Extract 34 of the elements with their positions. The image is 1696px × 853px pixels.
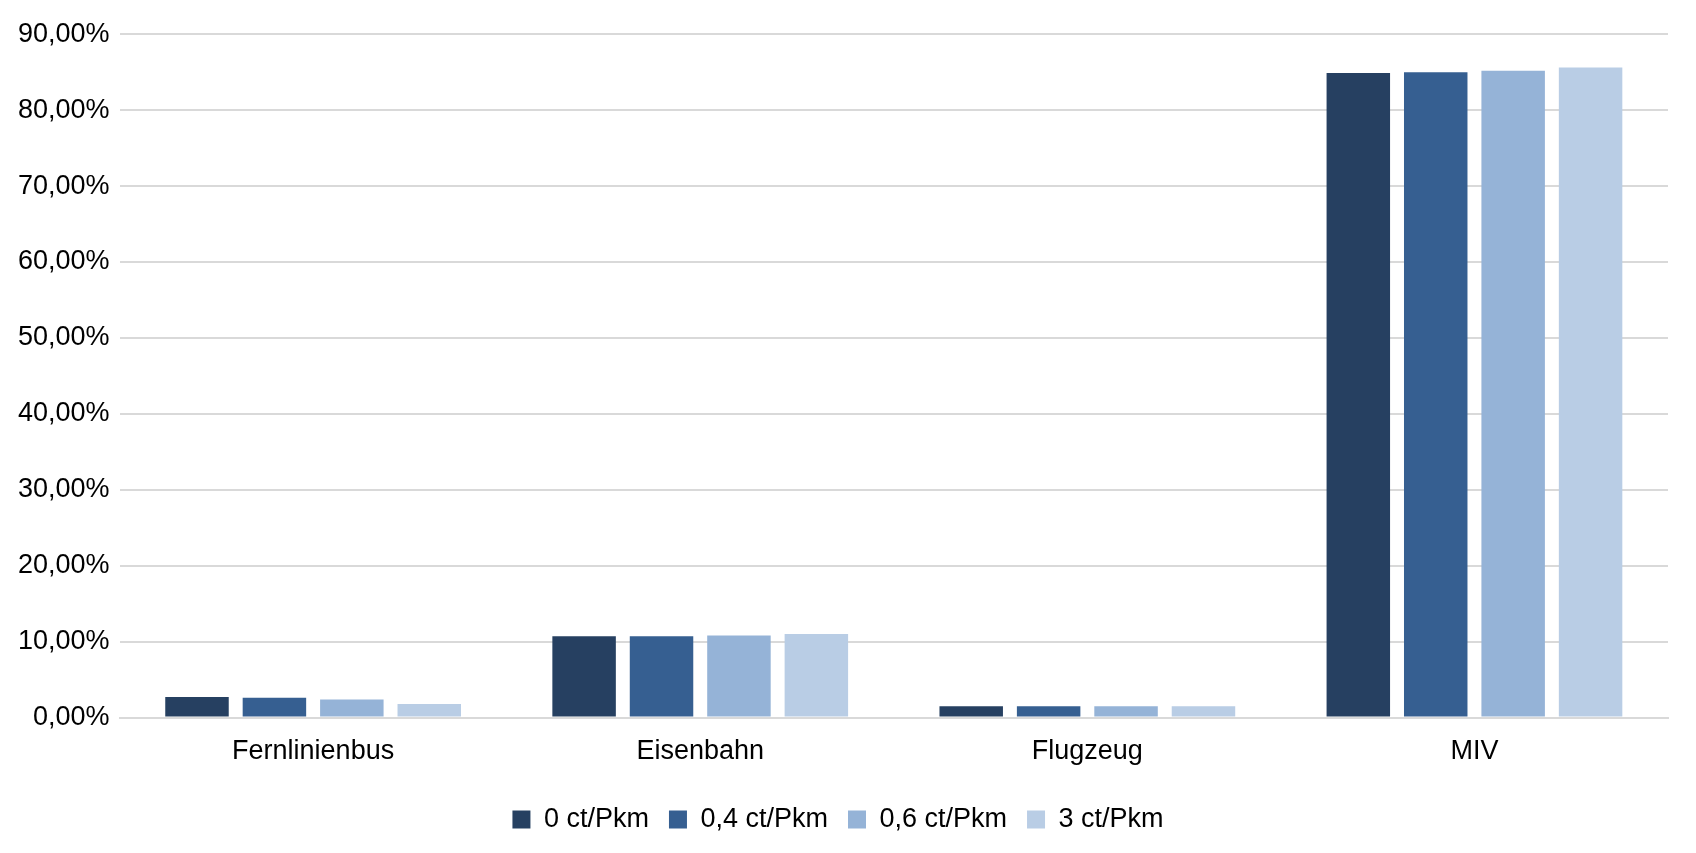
bar	[242, 697, 307, 717]
legend-label: 3 ct/Pkm	[1058, 802, 1164, 833]
y-tick-label: 20,00%	[18, 549, 110, 580]
x-tick-label: MIV	[1450, 735, 1499, 766]
bar	[784, 634, 849, 717]
y-tick-label: 10,00%	[18, 625, 110, 656]
bar	[1171, 706, 1236, 717]
y-tick-label: 50,00%	[18, 321, 110, 352]
bar	[165, 697, 229, 717]
y-tick-label: 70,00%	[18, 169, 110, 200]
bar	[1481, 70, 1545, 717]
bar	[397, 703, 461, 717]
y-tick-label: 80,00%	[18, 93, 110, 124]
x-tick-label: Flugzeug	[1031, 735, 1143, 766]
legend-label: 0,4 ct/Pkm	[700, 802, 829, 833]
bar	[1326, 72, 1391, 717]
y-tick-label: 0,00%	[33, 701, 110, 732]
bar	[707, 635, 771, 717]
bar	[552, 636, 616, 717]
y-tick-label: 90,00%	[18, 17, 110, 48]
legend-label: 0,6 ct/Pkm	[879, 802, 1008, 833]
bar	[1094, 706, 1158, 717]
legend-label: 0 ct/Pkm	[543, 802, 649, 833]
bar	[1016, 706, 1081, 717]
x-tick-label: Eisenbahn	[636, 735, 765, 766]
x-tick-label: Fernlinienbus	[232, 735, 395, 766]
y-tick-label: 30,00%	[18, 473, 110, 504]
bar	[939, 706, 1003, 717]
bar	[629, 636, 694, 717]
y-tick-label: 40,00%	[18, 397, 110, 428]
bar	[1403, 72, 1468, 717]
bar	[320, 699, 384, 717]
bar	[1558, 67, 1623, 717]
y-tick-label: 60,00%	[18, 245, 110, 276]
